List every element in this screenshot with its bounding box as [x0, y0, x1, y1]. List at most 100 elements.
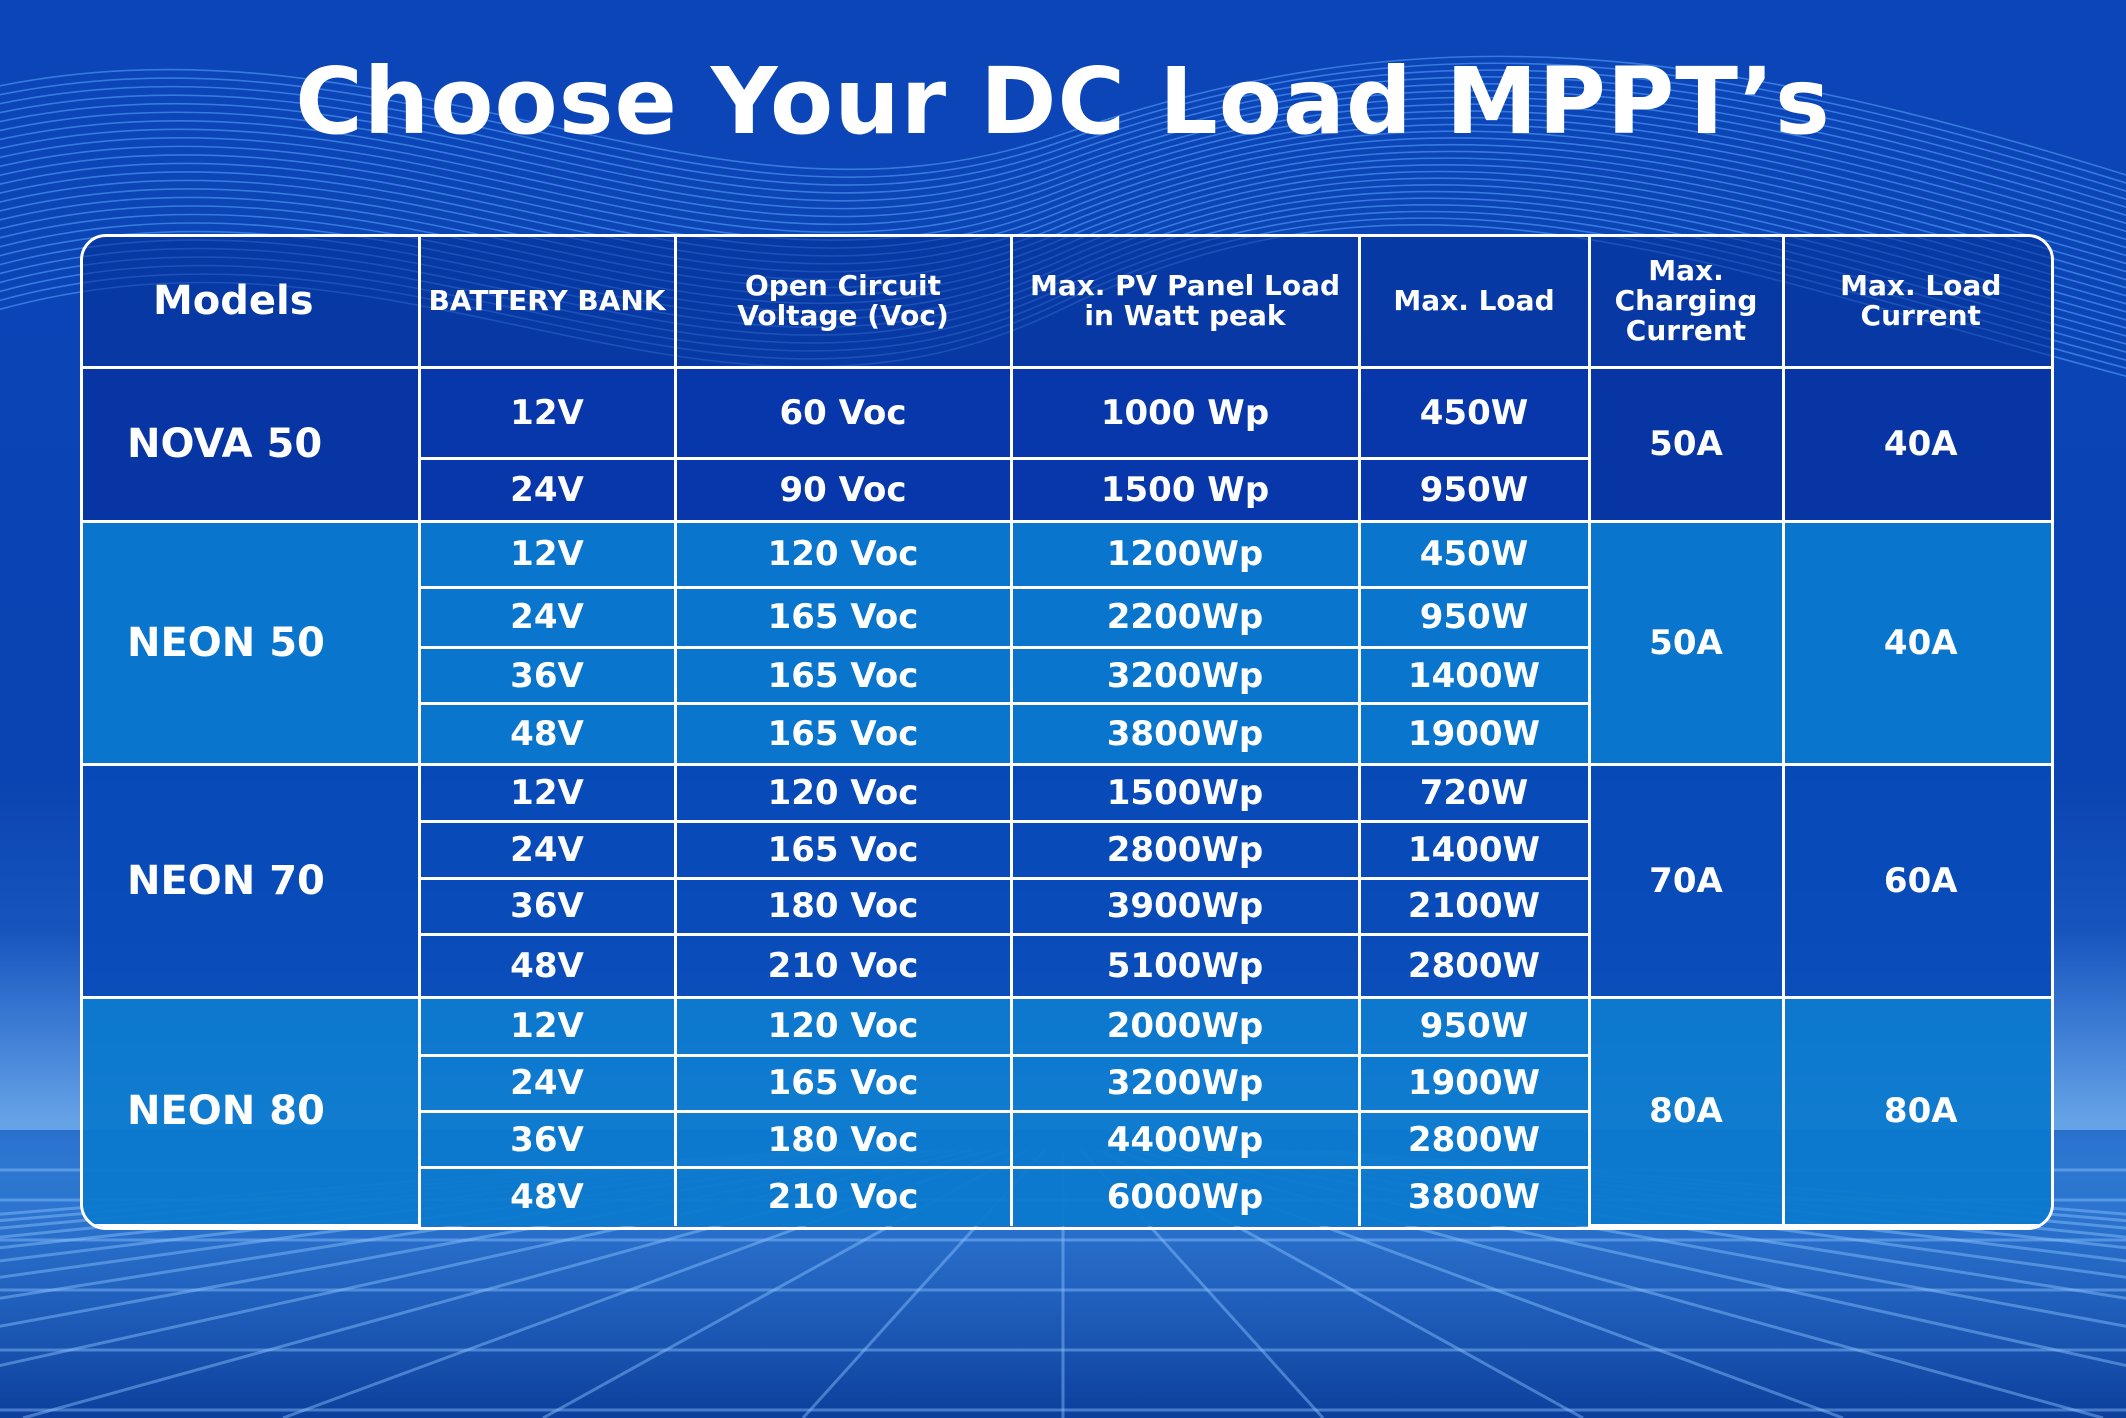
max-load-cell: 1400W [1357, 820, 1589, 880]
battery-bank-cell: 36V [419, 876, 677, 936]
pv-load-cell: 2200Wp [1009, 585, 1361, 649]
header-load-current: Max. Load Current [1781, 237, 2051, 369]
header-pv-load: Max. PV Panel Load in Watt peak [1009, 237, 1361, 369]
wave-line [0, 110, 2126, 241]
model-name: NEON 50 [83, 520, 421, 766]
table-header-row: Models BATTERY BANK Open Circuit Voltage… [83, 237, 2051, 369]
voc-cell: 165 Voc [673, 820, 1013, 880]
pv-load-cell: 4400Wp [1009, 1109, 1361, 1170]
header-models: Models [83, 237, 421, 369]
load-current-cell: 80A [1781, 995, 2051, 1227]
table-row: 24V 90 Voc 1500 Wp 950W [83, 457, 2051, 524]
max-load-cell: 950W [1357, 457, 1589, 524]
wave-line [0, 116, 2126, 249]
voc-cell: 90 Voc [673, 457, 1013, 524]
voc-cell: 120 Voc [673, 995, 1013, 1057]
voc-cell: 180 Voc [673, 876, 1013, 936]
pv-load-cell: 3200Wp [1009, 645, 1361, 706]
table-row: 36V 165 Voc 3200Wp 1400W [83, 645, 2051, 706]
wave-line [0, 62, 2126, 184]
battery-bank-cell: 24V [419, 1053, 677, 1113]
battery-bank-cell: 12V [417, 365, 677, 461]
wave-line [0, 82, 2126, 209]
wave-line [0, 143, 2126, 281]
voc-cell: 210 Voc [673, 1166, 1013, 1226]
max-load-cell: 950W [1357, 585, 1589, 649]
pv-load-cell: 3800Wp [1009, 702, 1361, 766]
wave-line [0, 130, 2126, 265]
charging-current-cell: 80A [1587, 995, 1785, 1227]
battery-bank-cell: 12V [417, 520, 677, 589]
pv-load-cell: 3200Wp [1009, 1053, 1361, 1113]
battery-bank-cell: 24V [419, 820, 677, 880]
wave-line [0, 150, 2126, 289]
pv-load-cell: 1200Wp [1009, 520, 1361, 589]
table-row: 24V 165 Voc 2200Wp 950W [83, 585, 2051, 649]
table-row: 36V 180 Voc 3900Wp 2100W [83, 876, 2051, 936]
voc-cell: 210 Voc [673, 932, 1013, 999]
voc-cell: 165 Voc [673, 1053, 1013, 1113]
load-current-cell: 60A [1781, 762, 2051, 999]
table-row: NEON 50 12V 120 Voc 1200Wp 450W 50A 40A [83, 520, 2051, 766]
pv-load-cell: 2000Wp [1009, 995, 1361, 1057]
pv-load-cell: 6000Wp [1009, 1166, 1361, 1226]
header-battery-bank: BATTERY BANK [417, 237, 677, 369]
max-load-cell: 450W [1357, 520, 1591, 589]
battery-bank-cell: 48V [419, 932, 677, 999]
header-max-load: Max. Load [1357, 237, 1591, 369]
table-row: 48V 165 Voc 3800Wp 1900W [83, 702, 2051, 766]
table-row: 48V 210 Voc 6000Wp 3800W [83, 1166, 2051, 1226]
pv-load-cell: 2800Wp [1009, 820, 1361, 880]
model-name: NEON 80 [83, 995, 421, 1227]
model-name: NEON 70 [83, 762, 421, 999]
pv-load-cell: 3900Wp [1009, 876, 1361, 936]
load-current-cell: 40A [1781, 520, 2051, 766]
header-charging-current: Max. Charging Current [1587, 237, 1785, 369]
voc-cell: 180 Voc [673, 1109, 1013, 1170]
pv-load-cell: 5100Wp [1009, 932, 1361, 999]
wave-line [0, 123, 2126, 257]
wave-line [0, 103, 2126, 233]
mppt-comparison-table: Models BATTERY BANK Open Circuit Voltage… [80, 234, 2054, 1230]
battery-bank-cell: 48V [419, 1166, 677, 1226]
pv-load-cell: 1500Wp [1009, 762, 1361, 824]
wave-line [0, 55, 2126, 176]
max-load-cell: 1400W [1357, 645, 1589, 706]
header-voc: Open Circuit Voltage (Voc) [673, 237, 1013, 369]
table-row: NOVA 50 12V 60 Voc 1000 Wp 450W 50A 40A [83, 365, 2051, 524]
max-load-cell: 720W [1357, 762, 1591, 824]
max-load-cell: 1900W [1357, 1053, 1589, 1113]
max-load-cell: 950W [1357, 995, 1591, 1057]
battery-bank-cell: 12V [417, 995, 677, 1057]
voc-cell: 165 Voc [673, 585, 1013, 649]
battery-bank-cell: 36V [419, 645, 677, 706]
wave-line [0, 137, 2126, 273]
battery-bank-cell: 36V [419, 1109, 677, 1170]
battery-bank-cell: 24V [419, 585, 677, 649]
page-title: Choose Your DC Load MPPT’s [295, 48, 1831, 155]
load-current-cell: 40A [1781, 365, 2051, 524]
table-row: 36V 180 Voc 4400Wp 2800W [83, 1109, 2051, 1170]
battery-bank-cell: 24V [419, 457, 677, 524]
max-load-cell: 2100W [1357, 876, 1589, 936]
max-load-cell: 450W [1357, 365, 1591, 461]
voc-cell: 60 Voc [673, 365, 1013, 461]
battery-bank-cell: 48V [419, 702, 677, 766]
model-name: NOVA 50 [83, 365, 421, 524]
table-row: 48V 210 Voc 5100Wp 2800W [83, 932, 2051, 999]
max-load-cell: 3800W [1357, 1166, 1589, 1226]
voc-cell: 165 Voc [673, 702, 1013, 766]
wave-line [0, 76, 2126, 200]
charging-current-cell: 70A [1587, 762, 1785, 999]
table-row: 24V 165 Voc 3200Wp 1900W [83, 1053, 2051, 1113]
table-row: NEON 70 12V 120 Voc 1500Wp 720W 70A 60A [83, 762, 2051, 999]
max-load-cell: 2800W [1357, 932, 1589, 999]
wave-line [0, 96, 2126, 225]
pv-load-cell: 1000 Wp [1009, 365, 1361, 461]
table-body: NOVA 50 12V 60 Voc 1000 Wp 450W 50A 40A 24V 90 V… [83, 365, 2051, 1227]
battery-bank-cell: 12V [417, 762, 677, 824]
max-load-cell: 2800W [1357, 1109, 1589, 1170]
voc-cell: 120 Voc [673, 520, 1013, 589]
charging-current-cell: 50A [1587, 520, 1785, 766]
max-load-cell: 1900W [1357, 702, 1589, 766]
